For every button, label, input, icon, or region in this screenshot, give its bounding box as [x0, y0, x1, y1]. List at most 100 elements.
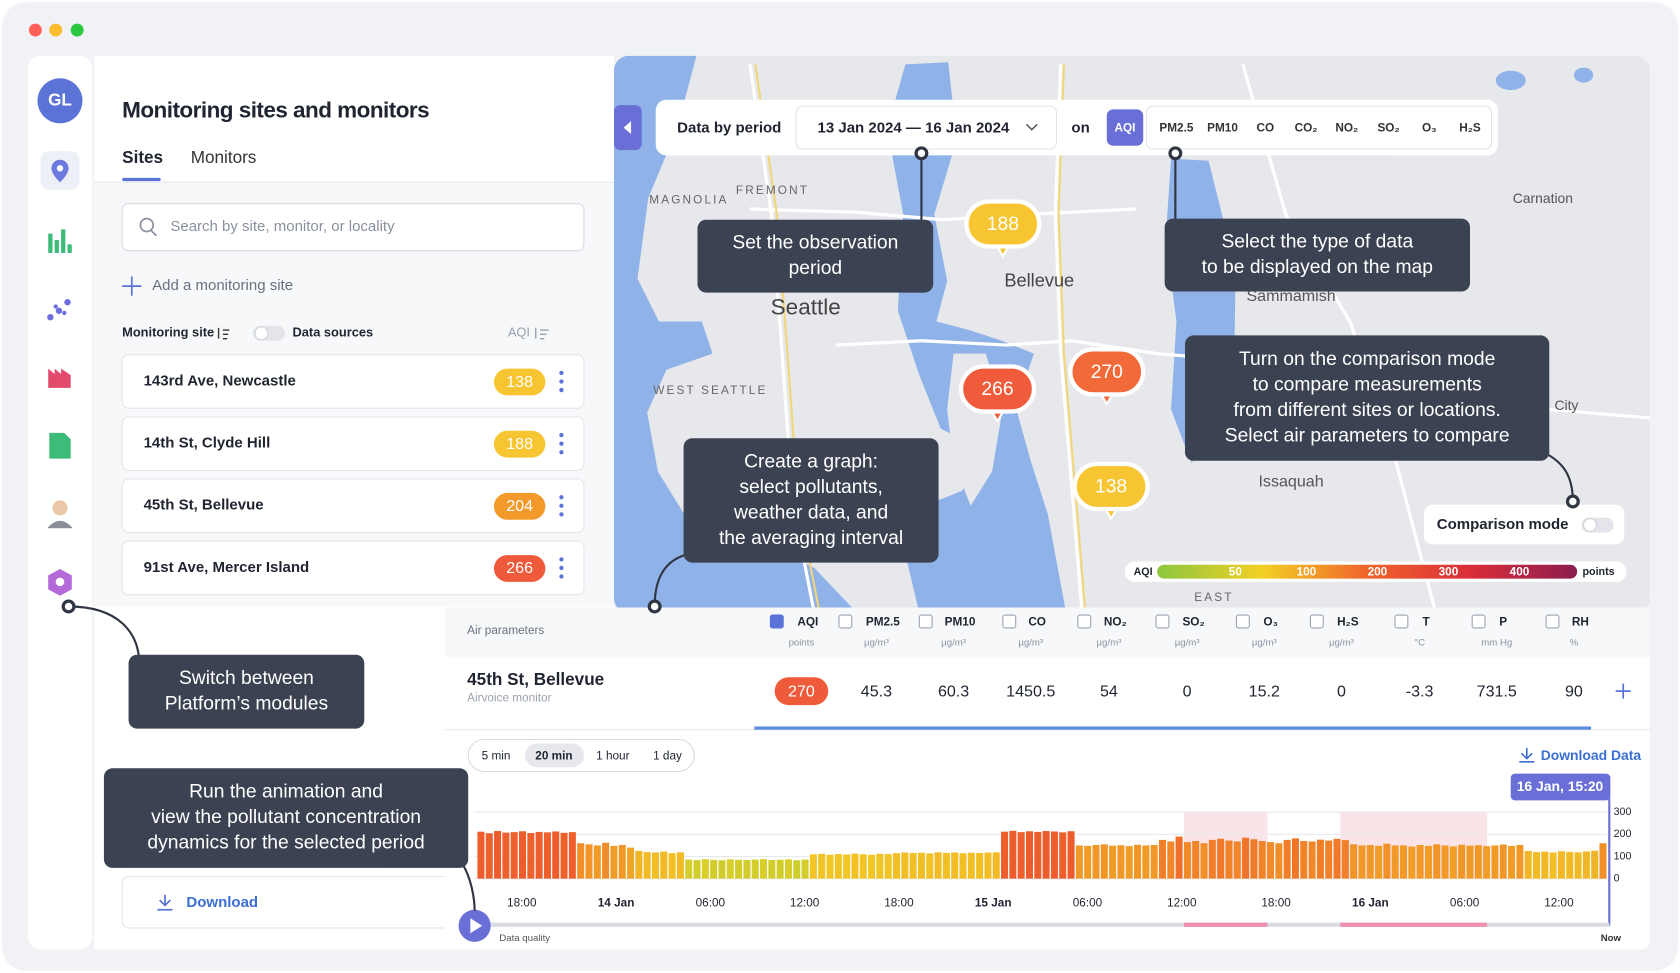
- site-card[interactable]: [121, 540, 585, 596]
- bar: [1524, 850, 1532, 879]
- param-checkbox[interactable]: [1077, 614, 1092, 629]
- bar: [934, 852, 942, 879]
- interval-option[interactable]: 1 hour: [596, 750, 629, 763]
- aqi-badge: [493, 368, 546, 396]
- callout-text: Select the type of data: [1221, 231, 1413, 252]
- map-marker[interactable]: [1072, 461, 1150, 512]
- avatar[interactable]: [37, 78, 83, 124]
- bar: [751, 859, 759, 879]
- bar: [1217, 838, 1225, 879]
- param-option[interactable]: AQI: [1115, 122, 1136, 135]
- param-checkbox[interactable]: [838, 614, 853, 629]
- param-option[interactable]: H₂S: [1459, 122, 1481, 135]
- param-checkbox[interactable]: [1394, 614, 1409, 629]
- menu-dot[interactable]: [559, 557, 564, 562]
- site-card[interactable]: [121, 478, 585, 534]
- menu-dot[interactable]: [559, 379, 564, 384]
- sort-aqi[interactable]: AQI: [508, 325, 530, 340]
- x-tick-label: 18:00: [507, 896, 537, 909]
- site-card[interactable]: [121, 416, 585, 471]
- add-icon[interactable]: [122, 276, 142, 296]
- bar: [901, 852, 909, 879]
- comparison-label[interactable]: Comparison mode: [1437, 516, 1569, 533]
- menu-dot[interactable]: [559, 503, 564, 508]
- y-tick-label: 200: [1614, 828, 1632, 840]
- menu-dot[interactable]: [559, 387, 564, 393]
- download-data[interactable]: Download Data: [1541, 747, 1642, 763]
- nav-charts-icon[interactable]: [48, 229, 72, 253]
- param-checkbox[interactable]: [769, 614, 784, 629]
- menu-dot[interactable]: [559, 370, 564, 376]
- bar: [843, 854, 851, 879]
- avatar-initials: GL: [48, 89, 72, 109]
- param-checkbox[interactable]: [1545, 614, 1560, 629]
- nav-profile-icon[interactable]: [52, 500, 68, 516]
- param-checkbox[interactable]: [1002, 614, 1017, 629]
- bar: [1192, 841, 1200, 879]
- bar: [627, 847, 635, 879]
- param-checkbox[interactable]: [1309, 614, 1324, 629]
- param-option[interactable]: CO₂: [1295, 122, 1318, 135]
- sort-site[interactable]: Monitoring site: [122, 325, 214, 340]
- param-option[interactable]: PM2.5: [1159, 122, 1193, 135]
- param-checkbox[interactable]: [1471, 614, 1486, 629]
- param-option[interactable]: SO₂: [1377, 122, 1399, 135]
- map-marker[interactable]: [958, 364, 1037, 414]
- add-column[interactable]: [1615, 683, 1631, 699]
- bar: [1566, 851, 1574, 879]
- interval-option[interactable]: 5 min: [482, 750, 511, 763]
- bar: [1175, 836, 1183, 879]
- menu-dot[interactable]: [559, 450, 564, 455]
- menu-dot[interactable]: [559, 432, 564, 438]
- bar: [942, 852, 950, 879]
- bar: [535, 831, 543, 879]
- site-card[interactable]: [121, 354, 585, 409]
- maximize-button[interactable]: [70, 23, 84, 37]
- add-site[interactable]: Add a monitoring site: [152, 277, 293, 294]
- bar: [1350, 844, 1358, 879]
- tab[interactable]: Sites: [122, 147, 163, 167]
- param-checkbox[interactable]: [1235, 614, 1250, 629]
- minimize-button[interactable]: [49, 23, 63, 37]
- bar: [967, 852, 975, 879]
- nav-scatter-icon[interactable]: [47, 299, 71, 321]
- tab[interactable]: Monitors: [191, 147, 257, 167]
- x-tick-label: 14 Jan: [598, 896, 635, 909]
- x-tick-label: 12:00: [790, 896, 820, 909]
- menu-dot[interactable]: [559, 441, 564, 446]
- place-label: Issaquah: [1258, 472, 1323, 490]
- interval-option[interactable]: 1 day: [653, 750, 682, 763]
- map-marker[interactable]: [1068, 347, 1146, 397]
- bar: [1574, 852, 1582, 879]
- bar: [1532, 852, 1541, 879]
- bar: [1001, 831, 1009, 879]
- callout-text: Switch between: [179, 668, 314, 689]
- nav-industry-icon[interactable]: [48, 368, 71, 388]
- place-label: Bellevue: [1004, 271, 1074, 291]
- param-option[interactable]: CO: [1257, 122, 1275, 135]
- interval-option[interactable]: 20 min: [535, 750, 572, 763]
- bar: [1424, 845, 1432, 879]
- search-box[interactable]: [121, 203, 585, 252]
- menu-dot[interactable]: [559, 495, 564, 500]
- period-chevron: [1025, 123, 1038, 131]
- param-name: SO₂: [1182, 616, 1204, 629]
- sources-toggle-knob: [254, 326, 269, 341]
- param-checkbox[interactable]: [918, 614, 933, 629]
- bar: [1158, 839, 1166, 879]
- param-option[interactable]: NO₂: [1335, 122, 1358, 135]
- menu-dot[interactable]: [559, 512, 564, 517]
- menu-dot[interactable]: [559, 574, 564, 579]
- place-label: WEST SEATTLE: [653, 384, 767, 397]
- map-marker[interactable]: [964, 199, 1042, 249]
- menu-dot[interactable]: [559, 565, 564, 571]
- comparison-box: [1423, 504, 1625, 545]
- param-option[interactable]: PM10: [1207, 122, 1238, 135]
- param-option[interactable]: O₃: [1422, 122, 1437, 135]
- bar: [1474, 845, 1482, 879]
- close-button[interactable]: [28, 23, 42, 37]
- download-label[interactable]: Download: [186, 894, 258, 911]
- param-checkbox[interactable]: [1155, 614, 1170, 629]
- nav-documents-icon[interactable]: [49, 432, 71, 459]
- bar: [1366, 844, 1374, 879]
